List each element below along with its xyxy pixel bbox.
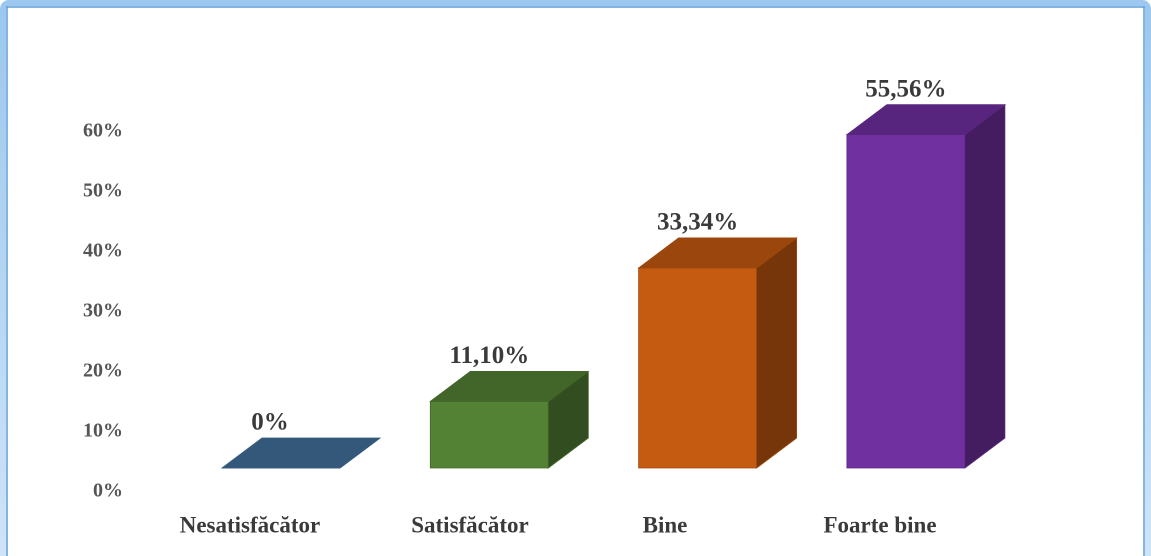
bar-top xyxy=(637,237,798,269)
value-label: 55,56% xyxy=(865,75,946,102)
y-tick-label: 30% xyxy=(83,300,123,322)
bar-front xyxy=(429,400,549,469)
y-tick-label: 50% xyxy=(83,180,123,202)
bar xyxy=(845,103,1007,469)
y-tick-label: 20% xyxy=(83,360,123,382)
bar-top xyxy=(845,104,1007,136)
x-tick-label: Satisfăcător xyxy=(411,512,529,537)
bar xyxy=(220,437,382,469)
y-tick-label: 0% xyxy=(93,480,123,502)
bar-top xyxy=(429,370,590,402)
x-tick-label: Foarte bine xyxy=(823,512,936,537)
bar xyxy=(429,370,590,469)
value-label: 11,10% xyxy=(449,342,529,369)
value-label: 33,34% xyxy=(657,209,738,236)
bar xyxy=(637,237,798,469)
bar-front xyxy=(638,267,757,469)
frame-inner xyxy=(6,6,1145,556)
bar-side xyxy=(756,237,797,469)
x-tick-label: Bine xyxy=(643,512,688,537)
y-tick-label: 60% xyxy=(83,120,123,142)
x-tick-label: Nesatisfăcător xyxy=(180,512,321,537)
bar-front xyxy=(846,134,966,469)
bar-side xyxy=(964,103,1006,469)
y-tick-label: 10% xyxy=(83,420,123,442)
y-tick-label: 40% xyxy=(83,240,123,262)
bar-top xyxy=(220,437,382,469)
value-label: 0% xyxy=(251,409,289,436)
